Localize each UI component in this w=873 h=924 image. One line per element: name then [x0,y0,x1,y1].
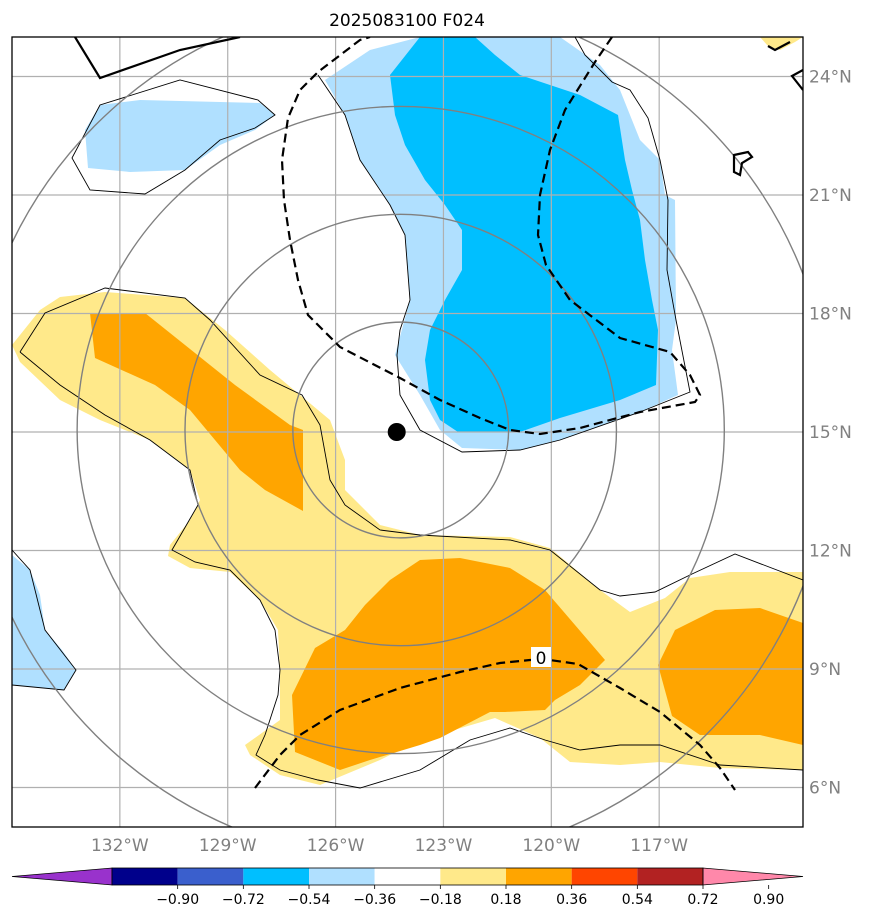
colorbar [11,867,804,886]
map-title: 2025083100 F024 [329,11,485,31]
longitude-labels: 132°W 129°W 126°W 123°W 120°W 117°W [91,836,688,856]
colorbar-extend-low [11,867,113,886]
lon-label: 120°W [522,836,580,856]
lat-label: 24°N [809,68,852,88]
range-ring [184,213,618,647]
colorbar-tick-label: 0.54 [622,892,653,908]
colorbar-outline [111,867,704,886]
lon-label: 117°W [630,836,688,856]
colorbar-bin [374,868,441,885]
lon-label: 129°W [199,836,257,856]
zero-contours [254,37,736,791]
colorbar-bin [637,868,703,885]
storm-center-marker [387,423,406,441]
colorbar-tick-label: −0.72 [222,892,265,908]
range-rings [12,37,803,827]
colorbar-bin [112,868,178,885]
zero-contour-label-bg [531,647,551,667]
colorbar-tick-label: −0.90 [156,892,199,908]
zero-contour-label: 0 [536,649,547,669]
latitude-labels: 6°N 9°N 12°N 15°N 18°N 21°N 24°N [809,68,852,799]
lat-label: 12°N [809,542,852,562]
colorbar-extend-high [702,867,804,886]
lat-label: 15°N [809,423,852,443]
anomaly-region-light-blue-southwest [12,555,76,690]
colorbar-bin [571,868,638,885]
colorbar-tick-label: 0.90 [753,892,784,908]
colorbar-bin [440,868,506,885]
lat-label: 21°N [809,186,852,206]
colorbar-tick-label: 0.72 [687,892,718,908]
anomaly-region-orange-south [292,558,605,770]
lon-label: 123°W [415,836,473,856]
colorbar-bin [243,868,309,885]
map-plot-area: 0 [12,37,803,827]
colorbar-tick-label: 0.18 [490,892,521,908]
lat-label: 6°N [809,779,841,799]
colorbar-tick-label: −0.18 [419,892,462,908]
colorbar-tick-label: −0.54 [288,892,331,908]
colorbar-tick-labels: −0.90 −0.72 −0.54 −0.36 −0.18 0.18 0.36 0.54 0.7… [156,885,784,908]
colorbar-bin [309,868,375,885]
colorbar-tick-label: −0.36 [353,892,396,908]
lon-label: 126°W [307,836,365,856]
anomaly-region-orange-northwest [90,313,303,511]
colorbar-bin [506,868,572,885]
colorbar-bin [177,868,244,885]
range-ring [292,321,510,539]
coastlines [74,37,803,177]
colorbar-tick-label: 0.36 [556,892,587,908]
lon-label: 132°W [91,836,149,856]
anomaly-region-blue-core [390,37,658,432]
lat-label: 18°N [809,305,852,325]
anomaly-region-orange-east [658,608,803,745]
lat-label: 9°N [809,660,841,680]
lat-lon-grid [12,37,803,827]
range-ring [76,105,726,755]
shading-outlines [12,37,803,789]
map-frame [11,36,804,828]
